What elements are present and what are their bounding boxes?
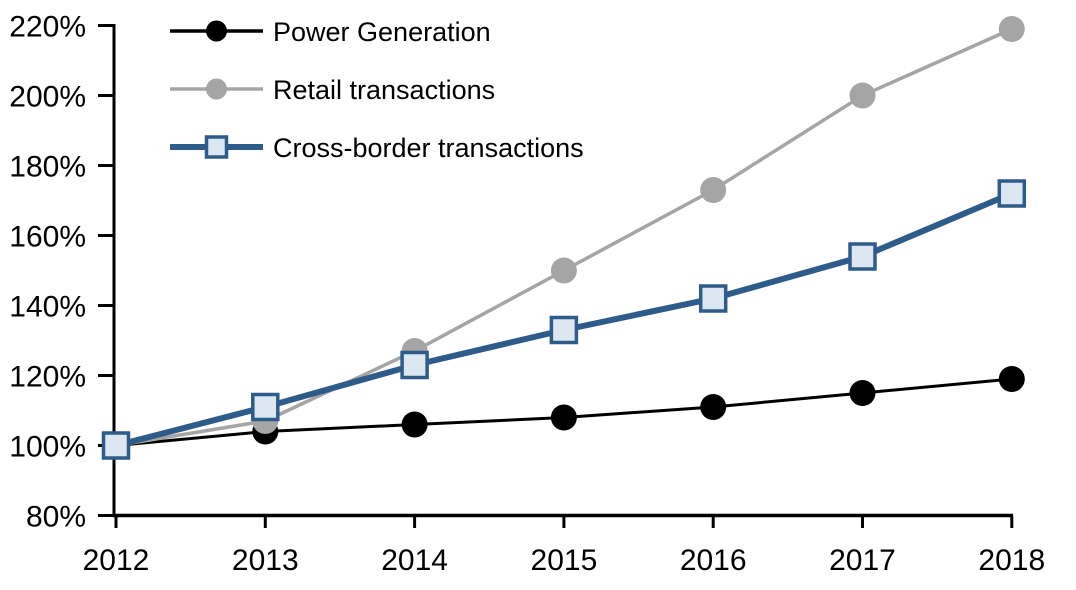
y-axis-tick-label: 140% (9, 291, 86, 324)
data-point-marker (997, 179, 1027, 208)
x-axis-tick-label: 2015 (531, 544, 598, 577)
legend-label: Power Generation (273, 17, 491, 47)
data-point-marker (549, 315, 579, 345)
x-axis-tick-label: 2013 (232, 544, 299, 577)
legend-label: Cross-border transactions (273, 133, 584, 163)
data-point-marker (998, 366, 1025, 392)
data-point-marker (698, 284, 728, 313)
data-point-marker (700, 177, 727, 203)
data-point-marker (849, 380, 876, 406)
y-axis-tick-label: 100% (9, 431, 86, 464)
data-point-marker (849, 82, 876, 109)
y-axis-tick-label: 220% (9, 11, 86, 44)
data-point-marker (700, 394, 727, 420)
data-point-marker (101, 431, 131, 460)
y-axis-tick-label: 180% (9, 151, 86, 184)
data-point-marker (550, 404, 577, 431)
y-axis-tick-label: 200% (9, 81, 86, 114)
data-point-marker (550, 257, 577, 284)
data-point-marker (848, 242, 877, 271)
data-point-marker (251, 392, 280, 422)
legend-label: Retail transactions (273, 75, 495, 105)
y-axis-tick-label: 120% (9, 361, 86, 394)
x-axis-tick-label: 2012 (83, 544, 150, 577)
series-line-1 (115, 27, 1013, 448)
legend-marker-circle (206, 20, 227, 42)
data-point-marker (400, 350, 429, 380)
legend-marker-square (204, 135, 229, 159)
y-axis-tick-label: 160% (9, 221, 86, 254)
x-axis-tick-label: 2018 (978, 544, 1045, 577)
data-point-marker (998, 16, 1025, 42)
legend-marker-circle (206, 78, 227, 100)
x-axis-tick-label: 2016 (680, 544, 747, 577)
y-axis-tick-label: 80% (26, 501, 86, 534)
x-axis-tick-label: 2017 (829, 544, 896, 577)
x-axis-tick-label: 2014 (381, 544, 448, 577)
data-point-marker (401, 411, 428, 438)
